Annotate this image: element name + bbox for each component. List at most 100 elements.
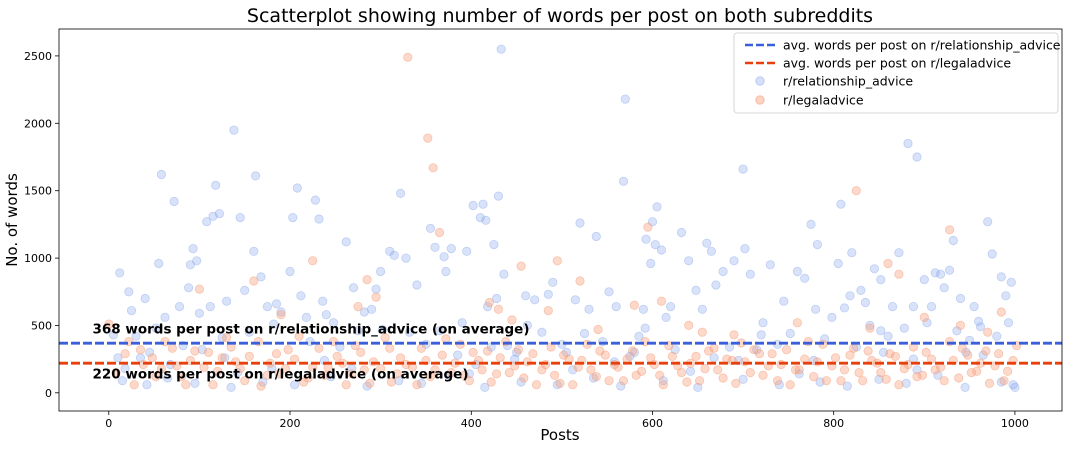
point-legal: [222, 332, 232, 343]
x-tick-label: 600: [642, 417, 663, 430]
point-relationship: [944, 265, 955, 275]
point-legal: [629, 300, 639, 310]
point-relationship: [887, 301, 898, 312]
point-legal: [749, 345, 759, 355]
point-legal: [298, 377, 309, 387]
point-legal: [468, 347, 478, 357]
point-relationship: [706, 246, 717, 256]
point-legal: [380, 332, 390, 343]
point-relationship: [441, 266, 451, 277]
point-relationship: [375, 266, 386, 277]
point-relationship: [758, 318, 768, 328]
point-legal: [794, 365, 804, 375]
point-relationship: [779, 296, 789, 306]
y-axis-label: No. of words: [3, 173, 21, 267]
point-legal: [955, 320, 966, 330]
point-relationship: [1006, 277, 1016, 287]
point-legal: [425, 371, 436, 382]
point-relationship: [650, 240, 660, 250]
point-legal: [190, 346, 200, 356]
point-relationship: [738, 374, 748, 384]
legend-label-legal-avg: avg. words per post on r/legaladvice: [783, 56, 1011, 71]
point-legal: [854, 367, 864, 378]
legend-label-relationship-series: r/relationship_advice: [783, 74, 913, 89]
point-relationship: [711, 280, 721, 290]
point-relationship: [724, 342, 735, 352]
point-relationship: [151, 323, 161, 333]
point-relationship: [457, 318, 467, 328]
point-legal: [983, 327, 993, 337]
point-legal: [595, 346, 605, 356]
point-legal: [416, 343, 426, 353]
point-relationship: [131, 331, 141, 341]
point-relationship: [480, 382, 490, 392]
point-legal: [528, 349, 538, 359]
point-relationship: [385, 246, 395, 256]
point-relationship: [222, 296, 232, 306]
point-relationship: [318, 296, 328, 306]
point-legal: [792, 318, 803, 328]
point-relationship: [685, 366, 696, 376]
point-legal: [531, 380, 542, 390]
point-relationship: [656, 245, 667, 255]
x-tick-label: 0: [105, 417, 112, 430]
point-legal: [812, 357, 823, 367]
point-legal: [120, 349, 130, 359]
point-relationship: [543, 289, 553, 299]
point-legal: [477, 365, 487, 375]
point-relationship: [430, 242, 440, 252]
point-legal: [830, 353, 841, 363]
point-relationship: [499, 269, 509, 279]
point-relationship: [205, 301, 215, 312]
y-tick-label: 1500: [24, 185, 52, 198]
point-relationship: [579, 328, 590, 339]
point-legal: [984, 378, 995, 388]
point-legal: [522, 357, 533, 367]
point-legal: [957, 343, 967, 353]
point-relationship: [912, 152, 922, 162]
point-relationship: [899, 323, 909, 333]
point-legal: [876, 367, 886, 378]
point-relationship: [425, 223, 436, 233]
point-relationship: [676, 227, 687, 238]
y-tick-label: 2000: [24, 117, 52, 130]
point-relationship: [842, 381, 852, 391]
y-tick-label: 2500: [24, 50, 52, 63]
point-relationship: [140, 293, 150, 304]
point-relationship: [124, 287, 134, 297]
point-legal: [428, 163, 438, 173]
point-relationship: [616, 381, 626, 391]
point-legal: [194, 284, 204, 294]
point-relationship: [548, 277, 558, 287]
point-legal: [575, 276, 585, 286]
point-relationship: [491, 293, 502, 304]
point-relationship: [192, 256, 202, 266]
point-legal: [631, 370, 641, 380]
point-relationship: [903, 138, 913, 149]
point-relationship: [661, 312, 671, 322]
point-relationship: [289, 380, 300, 390]
point-legal: [821, 376, 832, 386]
point-relationship: [697, 304, 707, 314]
point-legal: [491, 369, 502, 379]
point-relationship: [955, 293, 966, 304]
point-relationship: [478, 199, 488, 209]
point-legal: [883, 258, 893, 269]
point-legal: [718, 373, 728, 383]
point-legal: [713, 365, 723, 375]
point-legal: [790, 365, 801, 375]
point-legal: [966, 367, 977, 378]
point-legal: [437, 350, 447, 360]
point-legal: [208, 380, 218, 390]
point-relationship: [249, 246, 259, 256]
point-relationship: [348, 283, 359, 293]
point-relationship: [756, 330, 766, 340]
point-legal: [353, 301, 363, 312]
point-relationship: [269, 319, 279, 329]
point-legal: [486, 377, 496, 387]
point-legal: [618, 376, 629, 386]
point-relationship: [394, 376, 404, 386]
point-relationship: [434, 326, 445, 336]
point-legal: [446, 367, 456, 378]
